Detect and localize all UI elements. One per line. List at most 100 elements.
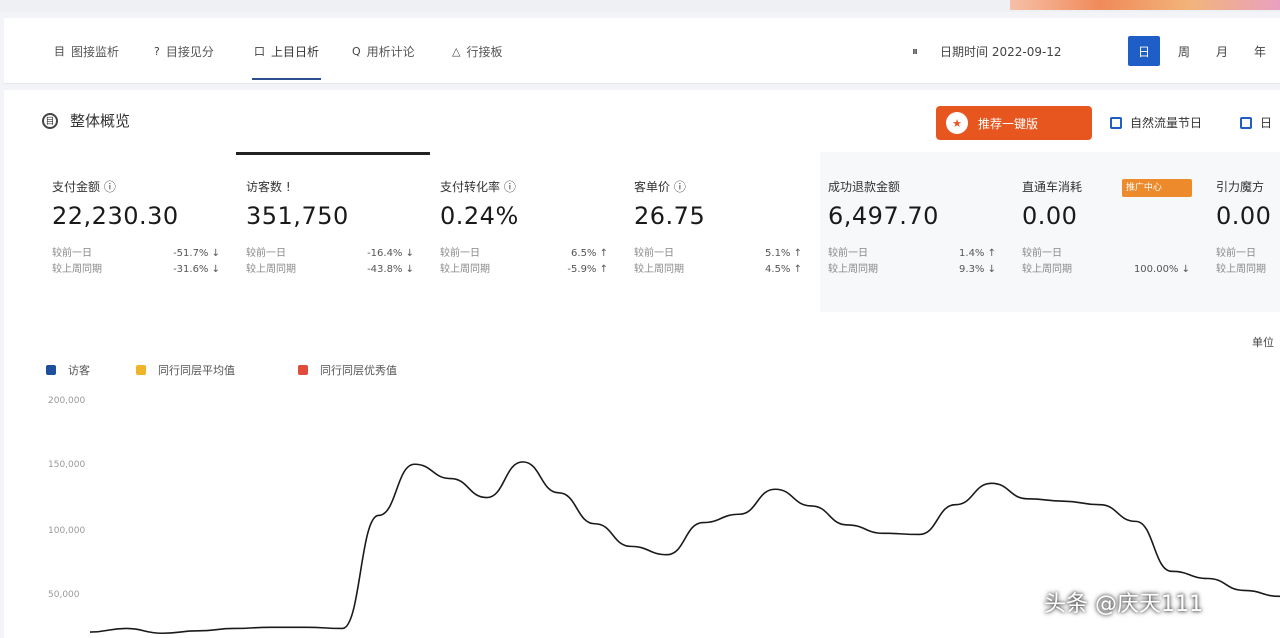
- nav-tab-1[interactable]: 目图接监析: [54, 18, 119, 84]
- compare-value: 1.4% ↑: [959, 248, 996, 259]
- legend-avg[interactable]: 同行同层平均值: [136, 362, 235, 378]
- metric-compare: 较前一日 5.1% ↑ 较上周同期 4.5% ↑: [634, 246, 814, 278]
- metric-value: 26.75: [634, 202, 706, 230]
- checkbox-label: 日: [1260, 116, 1273, 130]
- metric-label: 引力魔方: [1216, 180, 1265, 194]
- compare-value: -16.4% ↓: [367, 248, 414, 259]
- metric-ztc[interactable]: 直通车消耗 推广中心 0.00 较前一日 较上周同期 100.00% ↓: [1022, 178, 1202, 278]
- metric-compare: 较前一日 较上周同期: [1216, 246, 1280, 278]
- legend-swatch: [46, 365, 56, 375]
- metric-value: 351,750: [246, 202, 349, 230]
- legend-swatch: [136, 365, 146, 375]
- segment-day[interactable]: 日: [1128, 36, 1160, 66]
- metric-compare: 较前一日 较上周同期 100.00% ↓: [1022, 246, 1202, 278]
- metric-payment[interactable]: 支付金额 ⓘ 22,230.30 较前一日 -51.7% ↓ 较上周同期 -31.6…: [52, 178, 232, 278]
- mascot-icon: ★: [946, 112, 968, 134]
- compare-label: 较上周同期: [246, 264, 296, 275]
- nav-tab-4[interactable]: Q 用析计论: [352, 18, 415, 84]
- checkbox-icon: [1110, 116, 1122, 129]
- date-label: 日期时间 2022-09-12: [940, 44, 1062, 59]
- checkbox-second[interactable]: 日: [1240, 114, 1272, 131]
- metric-label: 支付转化率 ⓘ: [440, 180, 516, 194]
- metric-label: 支付金额 ⓘ: [52, 180, 116, 194]
- metric-ylmf[interactable]: 引力魔方 0.00 较前一日 较上周同期: [1216, 178, 1280, 278]
- promo-badge[interactable]: 推广中心: [1121, 178, 1192, 197]
- nav-tab-label: 行接板: [466, 44, 503, 59]
- checkbox-label: 自然流量节日: [1130, 116, 1203, 130]
- legend-visitors[interactable]: 访客: [46, 362, 90, 378]
- compare-label: 较上周同期: [634, 264, 684, 275]
- compare-label: 较前一日: [52, 248, 92, 259]
- section-title-label: 整体概览: [70, 112, 131, 130]
- nav-tab-icon: 口: [254, 45, 265, 58]
- nav-tab-5[interactable]: △ 行接板: [452, 18, 502, 84]
- watermark: 头条 @庆天111: [1044, 592, 1203, 617]
- metric-avg-order[interactable]: 客单价 ⓘ 26.75 较前一日 5.1% ↑ 较上周同期 4.5% ↑: [634, 178, 814, 278]
- metric-label: 访客数 !: [246, 180, 291, 194]
- segment-year[interactable]: 年: [1253, 44, 1266, 59]
- nav-tab-label: 用析计论: [366, 44, 415, 59]
- section-title: 目 整体概览: [42, 110, 130, 131]
- compare-value: -5.9% ↑: [567, 264, 608, 275]
- metric-compare: 较前一日 -51.7% ↓ 较上周同期 -31.6% ↓: [52, 246, 232, 278]
- metrics-highlight-bg: [820, 152, 1280, 312]
- y-tick: 50,000: [48, 590, 80, 600]
- compare-label: 较上周同期: [828, 264, 878, 275]
- metric-value: 0.00: [1216, 202, 1272, 230]
- calendar-icon: ⏸: [912, 43, 919, 58]
- compare-label: 较上周同期: [440, 264, 490, 275]
- nav-tab-label: 图接监析: [71, 44, 120, 59]
- top-banner-decoration: [1010, 0, 1280, 10]
- compare-value: 100.00% ↓: [1133, 264, 1190, 275]
- active-tab-underline: [236, 152, 430, 155]
- promo-button[interactable]: ★ 推荐一键版: [936, 106, 1092, 140]
- compare-value: -43.8% ↓: [367, 264, 414, 275]
- metric-refund[interactable]: 成功退款金额 6,497.70 较前一日 1.4% ↑ 较上周同期 9.3% ↓: [828, 178, 1008, 278]
- metric-label-text: 直通车消耗: [1022, 180, 1083, 194]
- compare-label: 较前一日: [440, 248, 480, 259]
- promo-label: 推荐一键版: [978, 116, 1039, 131]
- top-nav: 目图接监析 ? 目接见分 口上目日析 Q 用析计论 △ 行接板 ⏸ 日期时间 2022…: [4, 18, 1280, 84]
- compare-label: 较前一日: [1022, 248, 1062, 259]
- unit-note: 单位: [1252, 336, 1274, 349]
- metric-label: 直通车消耗 推广中心: [1022, 178, 1202, 197]
- y-tick: 100,000: [48, 526, 86, 536]
- date-picker[interactable]: ⏸ 日期时间 2022-09-12: [912, 18, 1062, 84]
- segment-month[interactable]: 月: [1215, 44, 1228, 59]
- line-chart: [89, 461, 1280, 635]
- nav-tab-label: 上目日析: [271, 44, 320, 59]
- metric-value: 22,230.30: [52, 202, 179, 230]
- nav-tab-label: 目接见分: [165, 44, 214, 59]
- overview-card: 目 整体概览 ★ 推荐一键版 自然流量节日 日 支付金额 ⓘ 22,230.30…: [4, 90, 1280, 638]
- metric-label: 客单价 ⓘ: [634, 180, 686, 194]
- compare-label: 较前一日: [246, 248, 286, 259]
- metric-visitors[interactable]: 访客数 ! 351,750 较前一日 -16.4% ↓ 较上周同期 -43.8% ↓: [246, 178, 426, 278]
- legend-label: 同行同层平均值: [158, 364, 235, 377]
- metric-compare: 较前一日 1.4% ↑ 较上周同期 9.3% ↓: [828, 246, 1008, 278]
- y-tick: 150,000: [48, 460, 86, 470]
- compare-value: -51.7% ↓: [173, 248, 220, 259]
- overview-icon: 目: [42, 112, 58, 129]
- compare-value: 4.5% ↑: [765, 264, 802, 275]
- nav-tab-icon: 目: [54, 45, 65, 58]
- nav-tab-icon: Q: [352, 44, 361, 58]
- metric-value: 0.24%: [440, 202, 519, 230]
- compare-value: 5.1% ↑: [765, 248, 802, 259]
- nav-tab-3[interactable]: 口上目日析: [251, 18, 322, 84]
- metric-compare: 较前一日 -16.4% ↓ 较上周同期 -43.8% ↓: [246, 246, 426, 278]
- checkbox-icon: [1240, 116, 1252, 129]
- compare-label: 较上周同期: [52, 264, 102, 275]
- compare-label: 较前一日: [634, 248, 674, 259]
- legend-excellent[interactable]: 同行同层优秀值: [298, 362, 397, 378]
- nav-tab-2[interactable]: ? 目接见分: [154, 18, 214, 84]
- compare-label: 较前一日: [828, 248, 868, 259]
- compare-value: 6.5% ↑: [571, 248, 608, 259]
- checkbox-natural-traffic[interactable]: 自然流量节日: [1110, 114, 1202, 131]
- compare-value: 9.3% ↓: [959, 264, 996, 275]
- visitor-series-line: [89, 461, 1280, 635]
- metric-conversion[interactable]: 支付转化率 ⓘ 0.24% 较前一日 6.5% ↑ 较上周同期 -5.9% ↑: [440, 178, 620, 278]
- compare-label: 较上周同期: [1022, 264, 1072, 275]
- segment-week[interactable]: 周: [1177, 44, 1190, 59]
- y-tick: 200,000: [48, 396, 86, 406]
- compare-label: 较前一日: [1216, 248, 1256, 259]
